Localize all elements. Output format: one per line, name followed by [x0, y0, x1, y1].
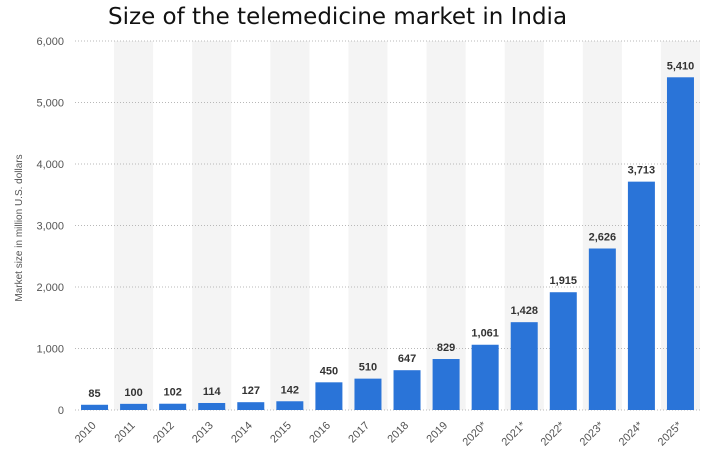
- x-tick-label: 2015: [268, 420, 294, 446]
- x-tick-label: 2022*: [539, 419, 568, 448]
- y-tick-label: 1,000: [36, 344, 64, 356]
- bar: [354, 378, 382, 410]
- y-tick-label: 5,000: [36, 98, 64, 110]
- bar: [159, 403, 187, 410]
- data-label: 1,915: [550, 275, 578, 287]
- data-label: 5,410: [667, 60, 695, 72]
- bar: [393, 370, 421, 410]
- x-tick-label: 2025*: [656, 419, 685, 448]
- data-label: 2,626: [589, 232, 617, 244]
- data-label: 510: [359, 362, 377, 374]
- y-axis-ticks: 0 1,000 2,000 3,000 4,000 5,000 6,000: [36, 36, 64, 417]
- bar: [315, 382, 343, 410]
- bar: [627, 181, 655, 410]
- x-tick-label: 2014: [229, 420, 255, 446]
- data-label: 85: [88, 388, 100, 400]
- y-axis-label: Market size in million U.S. dollars: [14, 154, 25, 301]
- y-tick-label: 6,000: [36, 36, 64, 48]
- data-label: 100: [124, 387, 142, 399]
- grid-lines: [75, 40, 700, 411]
- y-tick-label: 4,000: [36, 159, 64, 171]
- data-label: 127: [242, 385, 260, 397]
- x-axis-ticks: 2010 2011 2012 2013 2014 2015 2016 2017 2018 2019…: [73, 419, 685, 448]
- data-label: 1,428: [510, 305, 538, 317]
- x-tick-label: 2024*: [617, 419, 646, 448]
- bar: [432, 359, 460, 410]
- bar: [588, 248, 616, 410]
- x-tick-label: 2011: [113, 420, 138, 445]
- y-tick-label: 3,000: [36, 221, 64, 233]
- data-label: 1,061: [471, 328, 499, 340]
- bar: [120, 403, 148, 410]
- bar: [549, 292, 577, 410]
- bar: [510, 322, 538, 410]
- x-tick-label: 2023*: [578, 419, 607, 448]
- y-tick-label: 0: [58, 405, 64, 417]
- x-tick-label: 2019: [424, 420, 450, 446]
- data-label: 3,713: [628, 165, 656, 177]
- data-label: 102: [163, 387, 181, 399]
- x-tick-label: 2018: [385, 420, 411, 446]
- bar: [666, 77, 694, 410]
- data-label: 450: [320, 365, 338, 377]
- bars: [81, 77, 694, 410]
- data-label: 114: [203, 386, 222, 398]
- bar: [81, 404, 109, 410]
- data-label: 829: [437, 342, 455, 354]
- x-tick-label: 2016: [307, 420, 333, 446]
- data-label: 142: [281, 384, 299, 396]
- x-tick-label: 2017: [346, 420, 372, 446]
- bar: [237, 402, 265, 410]
- y-tick-label: 2,000: [36, 282, 64, 294]
- x-tick-label: 2020*: [460, 419, 489, 448]
- bar: [471, 344, 499, 410]
- data-label: 647: [398, 353, 416, 365]
- x-tick-label: 2012: [151, 420, 177, 446]
- x-tick-label: 2010: [73, 420, 99, 446]
- bar: [198, 402, 226, 410]
- x-tick-label: 2013: [190, 420, 216, 446]
- data-labels: 85 100 102 114 127 142 450 510 647 829 1,061 1,428 1…: [88, 60, 694, 399]
- bar: [276, 401, 304, 410]
- x-tick-label: 2021*: [500, 419, 529, 448]
- chart-title: Size of the telemedicine market in India: [108, 4, 568, 30]
